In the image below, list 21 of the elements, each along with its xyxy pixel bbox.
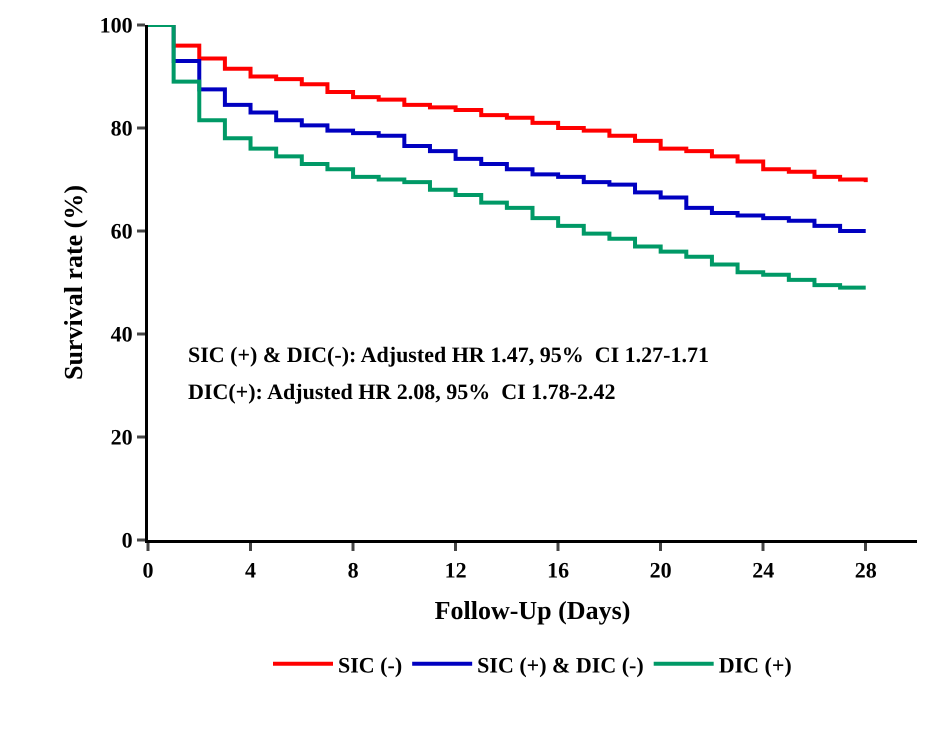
y-tick-label: 100: [100, 12, 133, 38]
x-tick-label: 16: [547, 557, 570, 582]
legend-label: SIC (+) & DIC (-): [477, 652, 644, 678]
annotation: SIC (+) & DIC(-): Adjusted HR 1.47, 95% CI 1.27-1.71: [188, 342, 709, 367]
x-axis-title: Follow-Up (Days): [434, 596, 630, 626]
x-tick-label: 28: [854, 557, 877, 582]
x-tick-label: 24: [752, 557, 774, 582]
x-tick-label: 0: [142, 557, 154, 582]
x-tick-label: 20: [650, 557, 672, 582]
y-tick-label: 0: [122, 528, 133, 553]
annotation: DIC(+): Adjusted HR 2.08, 95% CI 1.78-2.42: [188, 379, 616, 404]
y-tick-label: 80: [110, 116, 133, 141]
legend-label: SIC (-): [338, 652, 402, 678]
legend-label: DIC (+): [718, 652, 792, 678]
x-tick-label: 8: [348, 557, 359, 582]
y-tick-label: 20: [110, 424, 133, 450]
y-tick-label: 40: [110, 322, 133, 347]
y-tick-label: 60: [110, 218, 133, 244]
x-tick-label: 12: [444, 557, 467, 582]
y-axis-title: Survival rate (%): [59, 185, 88, 380]
x-tick-label: 4: [245, 557, 256, 582]
